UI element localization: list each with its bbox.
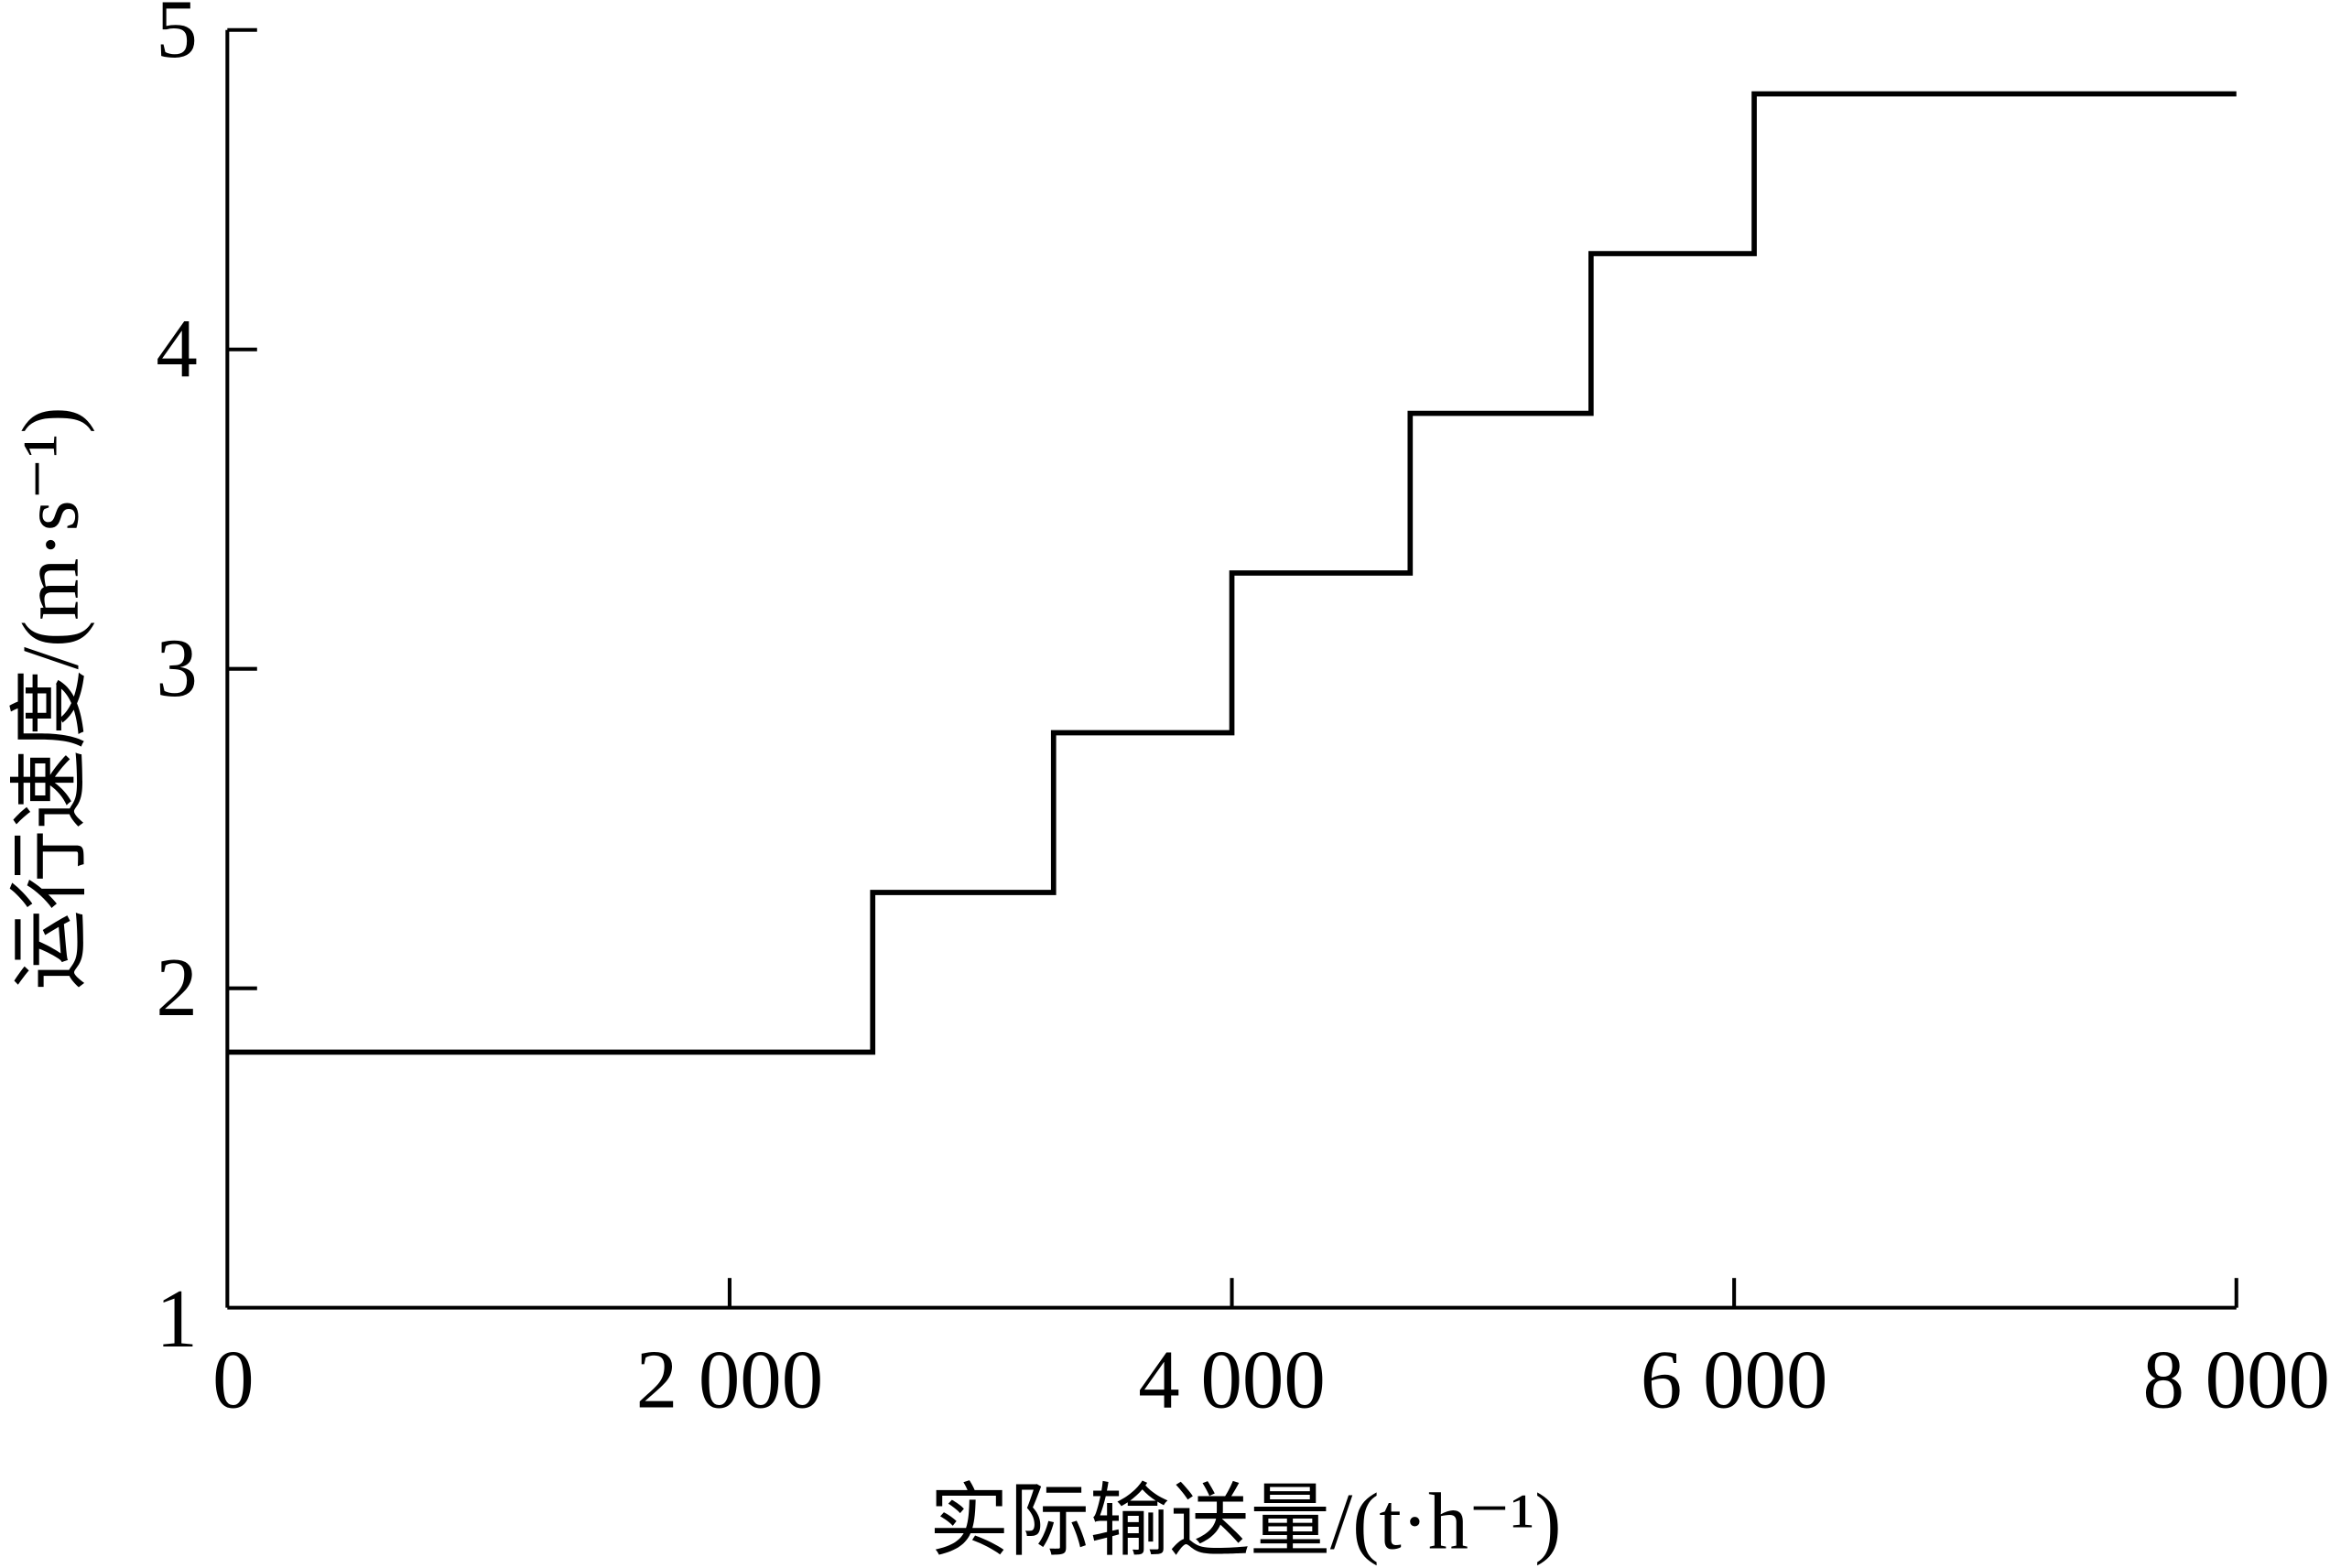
speed-step-line (227, 91, 2237, 1055)
x-axis-label: 实际输送量/(t·h⁻¹) (929, 1477, 1562, 1566)
y-tick-label: 4 (156, 302, 197, 395)
x-tick-label: 8 000 (2143, 1333, 2330, 1425)
x-tick-label: 4 000 (1138, 1333, 1325, 1425)
y-axis-label: 运行速度/(m·s⁻¹) (5, 407, 94, 990)
ticks: 0 2 000 4 000 6 000 8 000 1 2 3 4 5 (156, 0, 2330, 1425)
y-tick-label: 3 (156, 622, 197, 714)
x-tick-label: 6 000 (1641, 1333, 1827, 1425)
y-tick-label: 1 (156, 1272, 197, 1365)
y-tick-label: 5 (156, 0, 197, 75)
x-tick-label: 2 000 (636, 1333, 823, 1425)
x-tick-label: 0 (212, 1333, 254, 1425)
y-tick-label: 2 (156, 941, 197, 1033)
